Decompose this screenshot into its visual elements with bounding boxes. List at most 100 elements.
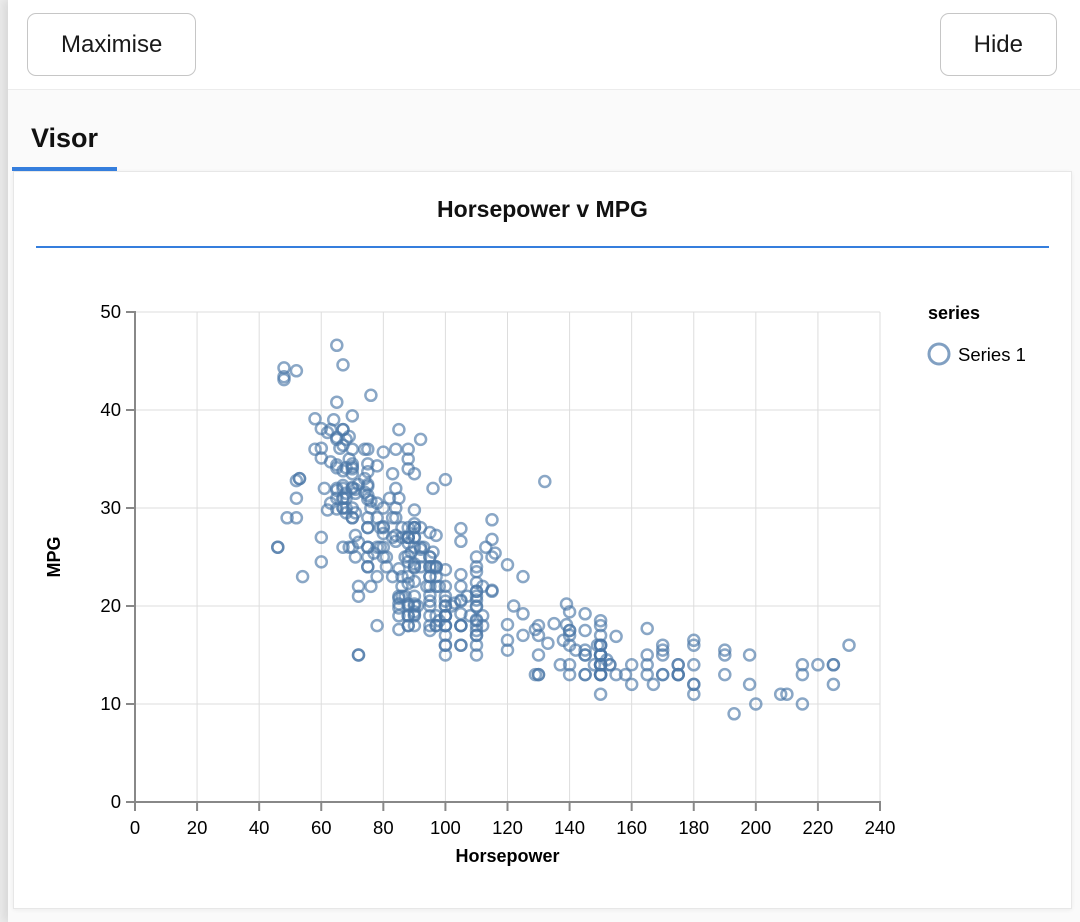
data-point [376, 445, 391, 459]
data-point [559, 597, 574, 611]
data-point [423, 594, 437, 608]
data-point [687, 633, 701, 648]
data-point [578, 667, 592, 682]
data-point [438, 472, 453, 487]
page-background-gutter [0, 0, 8, 922]
data-point [432, 613, 446, 628]
data-point [373, 520, 387, 535]
svg-text:MPG: MPG [44, 536, 64, 577]
data-point [289, 491, 304, 505]
data-point [475, 579, 490, 594]
scatter-plot: 0 20 40 60 80 100 120 140 160 180 200 220 240Horsepo… [44, 301, 1026, 866]
data-point [426, 545, 440, 559]
data-point [718, 667, 732, 682]
data-point [485, 532, 499, 547]
data-point [609, 667, 623, 682]
data-point [280, 511, 294, 525]
data-point [323, 422, 338, 437]
data-point [395, 530, 409, 545]
data-point [361, 457, 375, 471]
data-point [488, 546, 502, 560]
svg-text:0: 0 [111, 791, 121, 812]
svg-text:200: 200 [740, 817, 771, 838]
data-point [351, 648, 366, 662]
data-point [727, 707, 741, 721]
svg-text:40: 40 [100, 399, 121, 420]
hide-button[interactable]: Hide [939, 13, 1057, 76]
data-point [401, 530, 415, 545]
data-point [289, 511, 304, 525]
data-point [345, 442, 360, 456]
data-point [364, 388, 378, 403]
data-point [407, 608, 422, 622]
visor-panel: Maximise Hide Visor Horsepower v MPG 0 20… [8, 0, 1080, 922]
svg-text:120: 120 [492, 817, 523, 838]
svg-text:10: 10 [100, 693, 121, 714]
data-point [429, 579, 443, 594]
data-point [538, 474, 552, 489]
data-point [500, 633, 515, 648]
data-point [454, 638, 468, 652]
data-point [454, 567, 468, 582]
data-point [569, 643, 583, 657]
data-point [556, 633, 571, 648]
data-point [413, 432, 428, 447]
data-point [593, 687, 608, 701]
data-point [553, 658, 568, 672]
data-point [795, 697, 810, 711]
data-point [687, 658, 701, 672]
tab-visor[interactable]: Visor [12, 123, 118, 171]
svg-text:0: 0 [130, 817, 140, 838]
svg-text:Horsepower: Horsepower [455, 846, 559, 866]
data-point [718, 643, 732, 657]
svg-text:60: 60 [311, 817, 332, 838]
data-point [593, 667, 608, 682]
data-point [361, 477, 375, 492]
data-point [289, 473, 304, 488]
data-point [826, 658, 841, 672]
data-point [429, 528, 443, 543]
svg-text:220: 220 [802, 817, 833, 838]
data-point [671, 667, 685, 682]
data-point [314, 530, 329, 545]
surface-card: Horsepower v MPG 0 20 40 60 80 100 120 140 160 18… [13, 171, 1072, 909]
data-point [469, 600, 484, 614]
data-point [593, 613, 608, 628]
data-point [826, 677, 841, 692]
data-point [562, 623, 577, 638]
data-point [336, 358, 350, 372]
data-point [277, 361, 291, 375]
data-point [687, 638, 701, 652]
data-point [330, 395, 344, 409]
data-point [295, 569, 310, 584]
svg-text:50: 50 [100, 301, 121, 322]
maximise-button[interactable]: Maximise [27, 13, 197, 76]
data-point [357, 485, 372, 500]
svg-text:100: 100 [430, 817, 461, 838]
data-point [469, 593, 484, 607]
surface-title: Horsepower v MPG [36, 172, 1049, 248]
data-points [271, 338, 856, 721]
data-point [385, 466, 400, 481]
data-point [795, 667, 810, 682]
data-point [655, 667, 670, 682]
data-point [541, 636, 555, 650]
data-point [382, 491, 397, 505]
data-point [640, 667, 654, 682]
svg-text:80: 80 [373, 817, 394, 838]
tab-bar: Visor [8, 90, 1080, 171]
data-point [547, 616, 561, 631]
data-point [361, 560, 375, 574]
legend-label: Series 1 [958, 344, 1026, 365]
data-point [330, 458, 344, 472]
data-point [562, 605, 577, 619]
data-point [454, 618, 468, 633]
data-point [454, 521, 468, 536]
data-point [687, 687, 701, 701]
data-point [351, 589, 366, 603]
data-point [447, 596, 462, 610]
data-point [308, 412, 322, 426]
x-axis: 0 20 40 60 80 100 120 140 160 180 200 220 240 Horsepo… [130, 801, 895, 866]
data-point [423, 588, 437, 602]
data-point [578, 643, 592, 657]
